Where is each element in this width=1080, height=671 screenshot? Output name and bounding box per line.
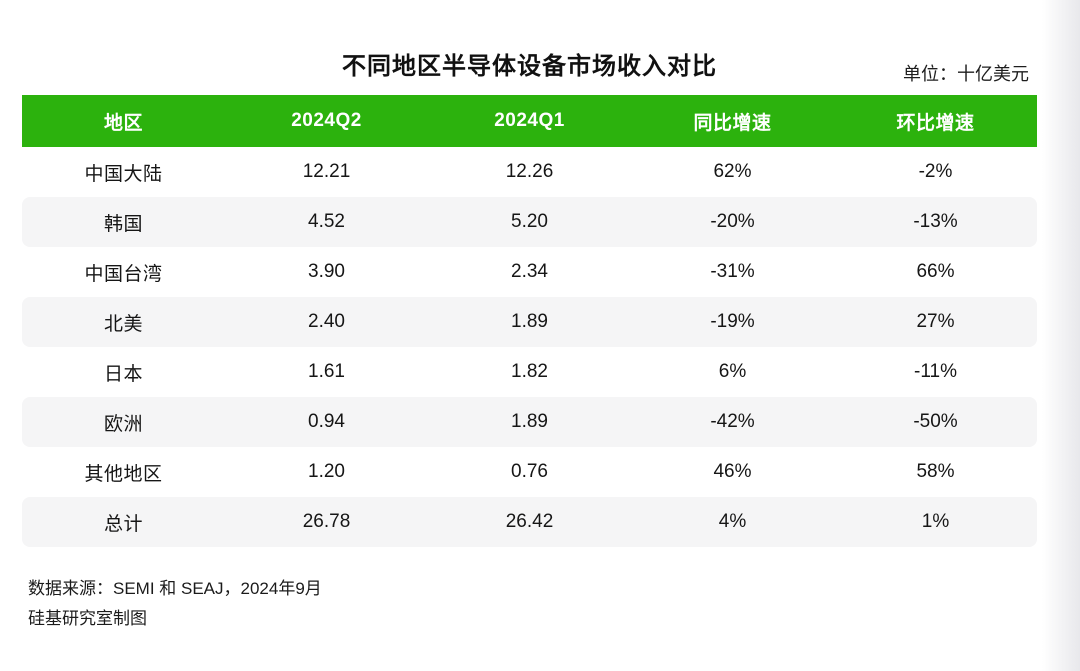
q1-value-cell: 2.34 <box>511 261 548 282</box>
q1-value-cell: 5.20 <box>511 211 548 232</box>
column-header-2024q1: 2024Q1 <box>494 110 565 131</box>
q1-value-cell: 1.82 <box>511 361 548 382</box>
yoy-value-cell: -42% <box>710 411 755 432</box>
yoy-value-cell: 6% <box>718 361 747 382</box>
table-row: 中国大陆 12.21 12.26 62% -2% <box>22 147 1037 197</box>
qoq-value-cell: 27% <box>916 311 955 332</box>
column-header-2024q2: 2024Q2 <box>291 110 362 131</box>
qoq-value-cell: -13% <box>913 211 958 232</box>
data-source-text: 数据来源：SEMI 和 SEAJ，2024年9月 <box>28 579 322 598</box>
yoy-value-cell: -19% <box>710 311 755 332</box>
q2-value-cell: 4.52 <box>308 211 345 232</box>
header-area: 不同地区半导体设备市场收入对比 单位：十亿美元 <box>22 0 1037 95</box>
table-row: 其他地区 1.20 0.76 46% 58% <box>22 447 1037 497</box>
qoq-value-cell: 1% <box>921 511 950 532</box>
table-row: 中国台湾 3.90 2.34 -31% 66% <box>22 247 1037 297</box>
table-header-row: 地区 2024Q2 2024Q1 同比增速 环比增速 <box>22 95 1037 147</box>
yoy-value-cell: -20% <box>710 211 755 232</box>
page-title: 不同地区半导体设备市场收入对比 <box>342 53 717 80</box>
region-cell: 欧洲 <box>103 413 143 435</box>
q1-value-cell: 0.76 <box>511 461 548 482</box>
table-row: 韩国 4.52 5.20 -20% -13% <box>22 197 1037 247</box>
q2-value-cell: 0.94 <box>308 411 345 432</box>
q2-value-cell: 12.21 <box>302 161 351 182</box>
credit-text: 硅基研究室制图 <box>28 609 147 628</box>
region-cell: 韩国 <box>103 213 143 235</box>
qoq-value-cell: -50% <box>913 411 958 432</box>
yoy-value-cell: 4% <box>718 511 747 532</box>
region-cell: 中国大陆 <box>84 163 163 185</box>
yoy-value-cell: 46% <box>713 461 752 482</box>
region-cell: 日本 <box>103 363 143 385</box>
region-cell: 北美 <box>103 313 143 335</box>
footer: 数据来源：SEMI 和 SEAJ，2024年9月 硅基研究室制图 <box>28 574 1080 634</box>
q2-value-cell: 3.90 <box>308 261 345 282</box>
qoq-value-cell: -2% <box>918 161 953 182</box>
table-row-total: 总计 26.78 26.42 4% 1% <box>22 497 1037 547</box>
q2-value-cell: 2.40 <box>308 311 345 332</box>
region-cell: 总计 <box>103 513 143 535</box>
qoq-value-cell: 58% <box>916 461 955 482</box>
yoy-value-cell: 62% <box>713 161 752 182</box>
q2-value-cell: 1.61 <box>308 361 345 382</box>
unit-label: 单位：十亿美元 <box>903 64 1029 84</box>
table-row: 欧洲 0.94 1.89 -42% -50% <box>22 397 1037 447</box>
column-header-region: 地区 <box>103 112 143 134</box>
yoy-value-cell: -31% <box>710 261 755 282</box>
revenue-table: 地区 2024Q2 2024Q1 同比增速 环比增速 中国大陆 12.21 12… <box>22 95 1037 547</box>
q2-value-cell: 26.78 <box>302 511 351 532</box>
table-row: 北美 2.40 1.89 -19% 27% <box>22 297 1037 347</box>
q2-value-cell: 1.20 <box>308 461 345 482</box>
qoq-value-cell: 66% <box>916 261 955 282</box>
q1-value-cell: 1.89 <box>511 311 548 332</box>
page-edge-shade <box>1042 0 1080 671</box>
q1-value-cell: 26.42 <box>505 511 554 532</box>
q1-value-cell: 12.26 <box>505 161 554 182</box>
region-cell: 中国台湾 <box>84 263 163 285</box>
q1-value-cell: 1.89 <box>511 411 548 432</box>
region-cell: 其他地区 <box>84 463 163 485</box>
column-header-yoy: 同比增速 <box>693 112 772 134</box>
table-row: 日本 1.61 1.82 6% -11% <box>22 347 1037 397</box>
column-header-qoq: 环比增速 <box>896 112 975 134</box>
qoq-value-cell: -11% <box>914 361 957 382</box>
